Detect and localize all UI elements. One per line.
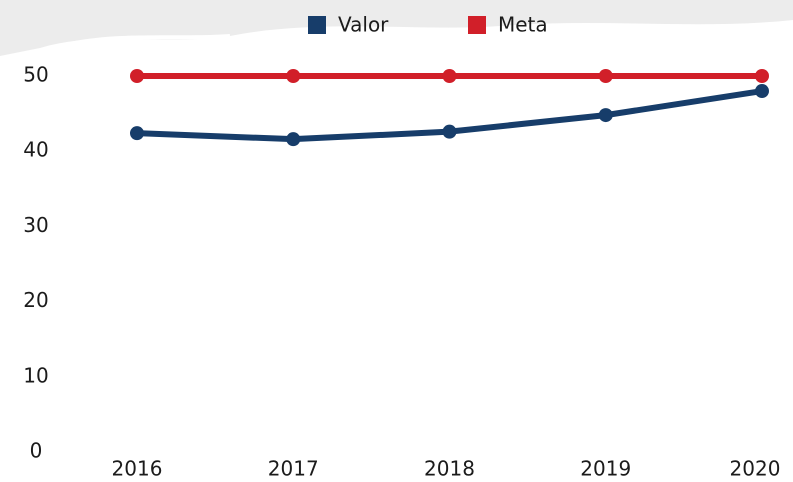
y-tick-label: 40 <box>23 138 48 162</box>
data-point <box>755 84 769 99</box>
data-point <box>130 126 144 141</box>
data-point <box>442 69 457 83</box>
y-tick-label: 30 <box>23 213 48 237</box>
data-point <box>130 69 144 83</box>
y-tick-label: 0 <box>30 439 43 463</box>
x-tick-label: 2020 <box>730 457 781 481</box>
legend-label: Meta <box>498 13 548 37</box>
x-tick-label: 2017 <box>268 457 319 481</box>
legend-label: Valor <box>338 13 389 37</box>
data-point <box>442 124 457 139</box>
data-point <box>286 132 301 147</box>
legend-swatch <box>468 16 486 34</box>
data-point <box>286 69 301 83</box>
x-tick-label: 2019 <box>580 457 631 481</box>
legend-swatch <box>308 16 326 34</box>
data-point <box>755 69 769 83</box>
x-tick-label: 2016 <box>112 457 163 481</box>
y-tick-label: 10 <box>23 363 48 387</box>
data-point <box>598 108 613 123</box>
x-tick-label: 2018 <box>424 457 475 481</box>
y-tick-label: 50 <box>23 63 48 87</box>
data-point <box>598 69 613 83</box>
y-tick-label: 20 <box>23 288 48 312</box>
background-wave <box>59 34 231 48</box>
background-shape <box>0 0 793 56</box>
